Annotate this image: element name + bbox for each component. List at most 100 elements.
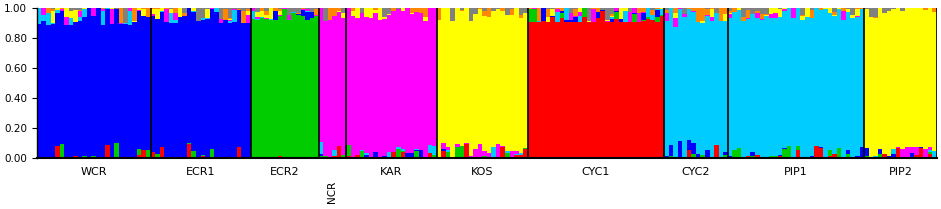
Bar xyxy=(755,13,759,18)
Bar xyxy=(878,149,883,154)
Bar xyxy=(918,8,923,147)
Bar xyxy=(801,8,805,15)
Bar xyxy=(101,9,105,11)
Bar xyxy=(518,15,523,18)
Bar xyxy=(446,147,451,150)
Bar xyxy=(151,16,155,152)
Bar xyxy=(483,8,486,11)
Bar xyxy=(168,13,173,23)
Bar xyxy=(64,8,69,17)
Bar xyxy=(228,8,232,18)
Bar xyxy=(560,8,564,11)
Bar xyxy=(687,9,692,140)
Bar xyxy=(873,18,878,156)
Bar xyxy=(255,19,260,20)
Bar xyxy=(242,8,246,11)
Bar xyxy=(759,8,764,14)
Bar xyxy=(555,8,560,9)
Bar xyxy=(405,157,409,158)
Bar xyxy=(114,9,119,143)
Bar xyxy=(673,8,678,13)
Bar xyxy=(300,9,305,10)
Bar xyxy=(278,155,282,158)
Bar xyxy=(573,22,578,158)
Bar xyxy=(51,24,56,158)
Bar xyxy=(669,8,673,145)
Bar xyxy=(564,8,568,20)
Bar xyxy=(660,15,664,16)
Bar xyxy=(724,155,727,158)
Bar xyxy=(791,18,796,157)
Bar xyxy=(896,8,901,147)
Bar xyxy=(96,8,101,158)
Bar xyxy=(755,18,759,155)
Bar xyxy=(682,17,687,157)
Bar xyxy=(896,148,901,158)
Bar xyxy=(673,27,678,158)
Text: PIP1: PIP1 xyxy=(784,167,807,177)
Bar xyxy=(423,17,428,22)
Bar xyxy=(51,8,56,9)
Bar xyxy=(628,22,632,158)
Bar xyxy=(550,9,555,16)
Bar xyxy=(891,149,896,154)
Bar xyxy=(550,17,555,158)
Bar xyxy=(573,9,578,17)
Bar xyxy=(441,149,446,151)
Bar xyxy=(568,8,573,13)
Bar xyxy=(914,155,918,158)
Bar xyxy=(332,8,337,16)
Bar xyxy=(155,19,160,154)
Bar xyxy=(901,11,905,149)
Bar xyxy=(637,22,642,158)
Bar xyxy=(223,157,228,158)
Bar xyxy=(123,24,128,158)
Bar xyxy=(914,8,918,147)
Bar xyxy=(705,16,710,149)
Bar xyxy=(64,17,69,25)
Bar xyxy=(769,8,774,14)
Bar xyxy=(168,23,173,158)
Bar xyxy=(483,16,486,151)
Bar xyxy=(310,157,314,158)
Bar xyxy=(105,8,109,9)
Bar xyxy=(650,15,655,20)
Bar xyxy=(546,17,550,22)
Bar xyxy=(374,152,377,158)
Bar xyxy=(591,8,596,9)
Bar xyxy=(109,24,114,158)
Bar xyxy=(809,156,814,158)
Bar xyxy=(455,8,459,144)
Bar xyxy=(136,11,141,149)
Bar xyxy=(287,8,292,15)
Bar xyxy=(623,11,628,22)
Bar xyxy=(387,8,391,14)
Bar xyxy=(664,8,669,10)
Bar xyxy=(719,21,724,157)
Bar xyxy=(123,23,128,24)
Bar xyxy=(486,17,491,153)
Bar xyxy=(155,9,160,19)
Bar xyxy=(237,10,242,147)
Bar xyxy=(128,25,133,158)
Bar xyxy=(350,11,355,15)
Bar xyxy=(486,153,491,157)
Bar xyxy=(655,10,660,17)
Bar xyxy=(141,8,146,9)
Bar xyxy=(78,21,83,158)
Bar xyxy=(350,15,355,158)
Bar xyxy=(455,147,459,158)
Bar xyxy=(300,10,305,17)
Bar xyxy=(568,13,573,20)
Bar xyxy=(287,15,292,20)
Bar xyxy=(473,14,478,149)
Bar xyxy=(774,14,778,18)
Bar xyxy=(409,14,414,153)
Bar xyxy=(319,156,324,157)
Bar xyxy=(260,8,264,11)
Bar xyxy=(414,150,419,158)
Bar xyxy=(523,8,528,13)
Bar xyxy=(610,17,614,19)
Bar xyxy=(878,154,883,158)
Bar xyxy=(246,8,250,9)
